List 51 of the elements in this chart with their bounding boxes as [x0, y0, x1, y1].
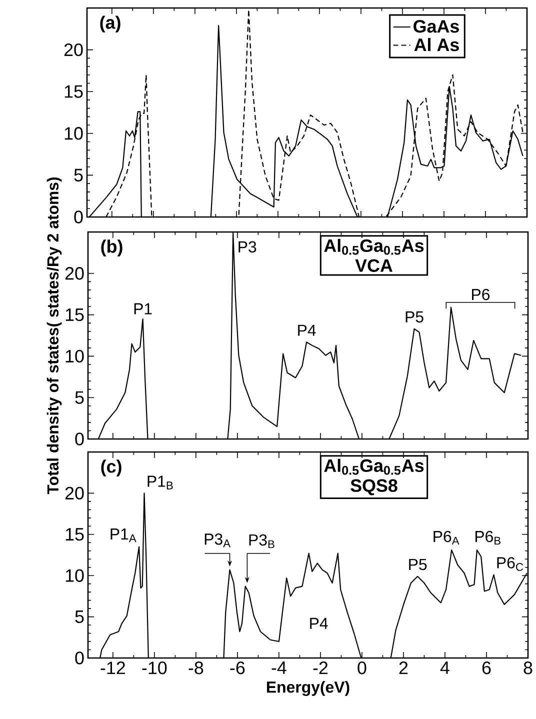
x-tick-label: -2 [313, 662, 328, 674]
y-tick-label: 5 [74, 168, 83, 182]
y-tick-label: 15 [66, 528, 84, 541]
annotation: P6 [472, 288, 490, 300]
y-axis-title: Total density of states( states/Ry 2 atoms) [46, 177, 62, 494]
annotation: P1$_{A}$ [110, 528, 136, 542]
annotation: P3 [238, 241, 256, 253]
y-tick-label: 10 [64, 127, 83, 140]
x-tick-label: -6 [230, 662, 244, 674]
y-tick-label: 10 [66, 569, 84, 582]
x-tick-label: -8 [188, 662, 203, 674]
annotation: P1$_{B}$ [148, 476, 173, 490]
x-tick-label: -10 [142, 662, 167, 674]
x-tick-label: 4 [440, 662, 450, 674]
annotation: P3$_{B}$ [249, 534, 274, 548]
annotation: Al$_{0.5}$Ga$_{0.5}$As [324, 238, 424, 255]
x-tick-label: 2 [399, 662, 408, 674]
legend-label: GaAs [413, 20, 459, 33]
annotation: P6$_{B}$ [475, 530, 500, 545]
annotation: P5 [409, 558, 427, 570]
annotation: P3$_{A}$ [204, 533, 230, 548]
x-tick-label: 6 [482, 662, 491, 674]
y-tick-label: 0 [75, 652, 84, 664]
annotation: (c) [101, 460, 122, 476]
annotation: P4 [310, 618, 328, 629]
y-tick-label: 5 [75, 610, 84, 624]
x-tick-label: 8 [524, 662, 532, 674]
y-tick-label: 20 [65, 486, 84, 500]
annotation: P4 [298, 324, 316, 336]
annotation: SQS8 [350, 479, 398, 496]
annotation: Al$_{0.5}$Ga$_{0.5}$As [324, 458, 424, 475]
annotation: (b) [101, 240, 122, 256]
y-tick-label: 5 [75, 391, 84, 404]
annotation: VCA [355, 259, 392, 272]
x-tick-label: 0 [358, 662, 366, 674]
x-axis-title: Energy(eV) [266, 681, 350, 696]
y-tick-label: 0 [74, 210, 83, 224]
y-tick-label: 0 [75, 432, 84, 446]
annotation: P6$_{A}$ [434, 530, 460, 545]
x-tick-label: -4 [272, 662, 286, 674]
legend-label: Al As [414, 38, 459, 52]
y-tick-label: 15 [66, 308, 84, 322]
annotation: P1 [134, 303, 152, 314]
y-tick-label: 10 [66, 350, 84, 363]
annotation: P6$_{C}$ [497, 557, 523, 571]
annotation: (a) [100, 16, 120, 32]
x-tick-label: -12 [100, 662, 125, 674]
annotation: P5 [406, 311, 424, 323]
y-tick-label: 15 [64, 85, 83, 98]
y-tick-label: 20 [64, 43, 83, 56]
y-tick-label: 20 [65, 267, 84, 280]
